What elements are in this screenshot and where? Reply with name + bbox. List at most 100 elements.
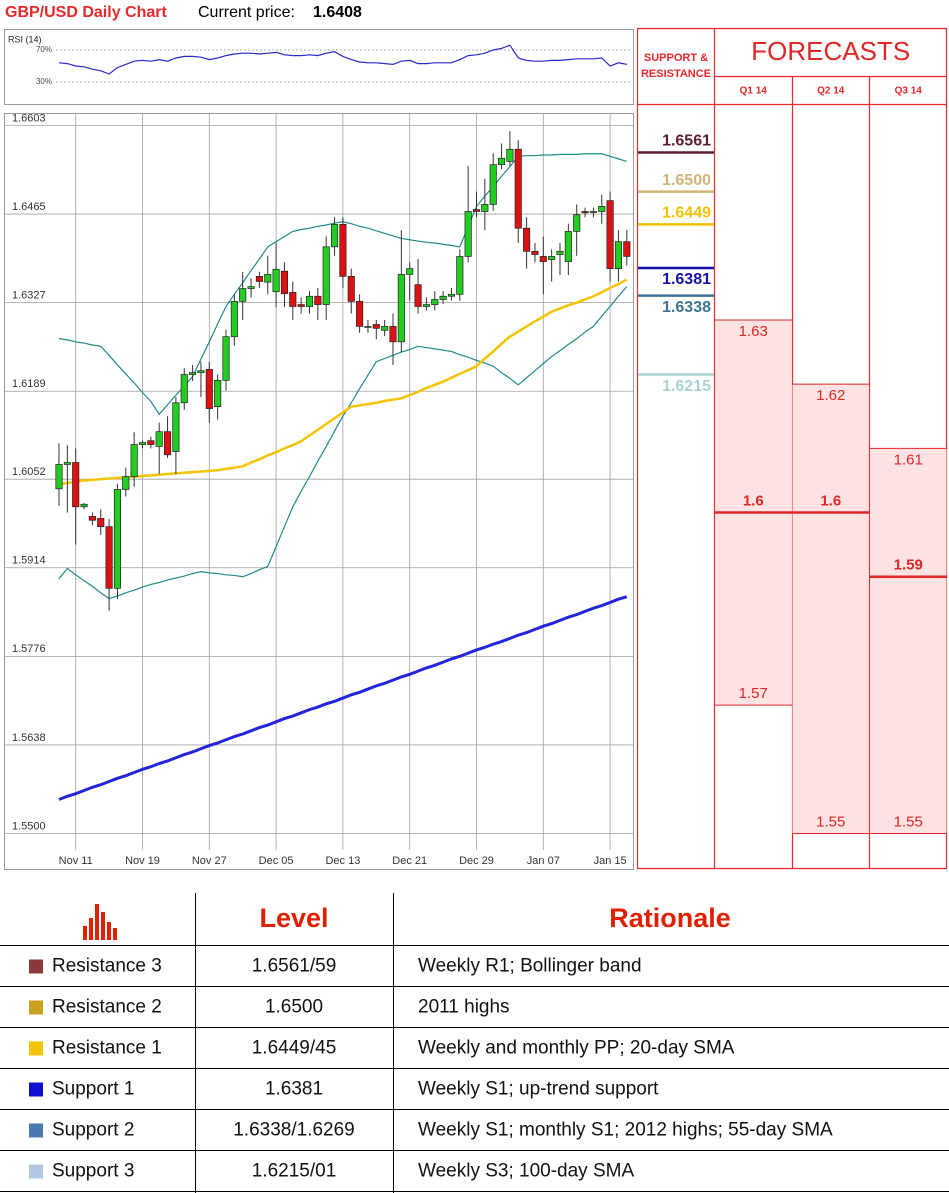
forecast-low-label: 1.57 xyxy=(739,685,768,702)
price-frame xyxy=(4,113,634,870)
row-name: Support 1 xyxy=(52,1079,134,1100)
forecast-low-label: 1.55 xyxy=(816,813,845,830)
row-name: Support 2 xyxy=(52,1120,134,1141)
candle-body xyxy=(431,299,439,305)
forecast-high-label: 1.62 xyxy=(816,387,845,404)
row-rationale: Weekly S1; monthly S1; 2012 highs; 55-da… xyxy=(418,1120,833,1141)
forecast-low-label: 1.55 xyxy=(894,813,923,830)
level-label: 1.6449 xyxy=(662,205,711,222)
candle-body xyxy=(97,517,105,528)
candle-body xyxy=(339,224,347,277)
forecast-median-label: 1.59 xyxy=(894,557,923,574)
candle-body xyxy=(573,214,581,232)
candle-body xyxy=(247,286,255,289)
candle-body xyxy=(498,157,506,166)
rsi-line xyxy=(58,44,627,75)
x-tick-label: Dec 05 xyxy=(259,855,294,867)
row-rationale: Weekly and monthly PP; 20-day SMA xyxy=(418,1038,735,1059)
overlay-line xyxy=(58,595,628,801)
candle-body xyxy=(381,326,389,331)
x-tick-label: Dec 13 xyxy=(325,855,360,867)
candle-body xyxy=(606,200,614,269)
candle-body xyxy=(280,270,289,295)
candle-body xyxy=(531,250,539,255)
rsi-tick-label: 70% xyxy=(36,45,52,54)
candle-body xyxy=(122,476,130,490)
candle-body xyxy=(414,284,422,307)
candle-body xyxy=(63,462,71,465)
candle-body xyxy=(372,324,380,329)
row-rationale: Weekly S1; up-trend support xyxy=(418,1079,659,1100)
overlay-line xyxy=(58,286,628,600)
candle-body xyxy=(481,204,489,212)
level-label: 1.6215 xyxy=(662,378,711,395)
row-swatch xyxy=(29,1164,43,1179)
row-name: Support 3 xyxy=(52,1161,134,1182)
candle-body xyxy=(439,295,447,300)
candle-body xyxy=(138,442,147,445)
candle-body xyxy=(272,268,280,293)
candle-body xyxy=(598,206,606,212)
candle-body xyxy=(514,148,522,229)
row-name: Resistance 2 xyxy=(52,997,162,1018)
candle-body xyxy=(239,288,247,302)
candle-body xyxy=(314,295,322,305)
row-level: 1.6500 xyxy=(265,997,323,1018)
forecast-high-label: 1.63 xyxy=(739,323,768,340)
candle-body xyxy=(489,164,497,205)
forecast-median-label: 1.6 xyxy=(820,493,841,510)
y-tick-label: 1.6327 xyxy=(12,290,46,302)
candle-body xyxy=(523,227,531,252)
row-rationale: 2011 highs xyxy=(418,997,510,1018)
y-tick-label: 1.5638 xyxy=(12,732,46,744)
table-header: Rationale xyxy=(609,903,731,933)
candle-body xyxy=(230,301,238,338)
candle-body xyxy=(548,256,556,261)
candle-body xyxy=(397,274,405,343)
quarter-label: Q2 14 xyxy=(817,86,845,97)
candle-body xyxy=(422,304,430,307)
row-name: Resistance 3 xyxy=(52,956,162,977)
x-tick-label: Dec 21 xyxy=(392,855,427,867)
y-tick-label: 1.6189 xyxy=(12,378,46,390)
row-swatch xyxy=(29,1123,43,1138)
level-label: 1.6500 xyxy=(662,172,711,189)
candle-body xyxy=(331,224,339,248)
candle-body xyxy=(164,431,172,456)
candle-body xyxy=(389,326,397,343)
candle-body xyxy=(155,431,163,447)
table-lines xyxy=(0,893,949,1193)
row-swatch xyxy=(29,1000,43,1015)
candle-body xyxy=(456,256,464,295)
row-level: 1.6381 xyxy=(265,1079,323,1100)
candle-body xyxy=(264,274,272,283)
sr-title: SUPPORT & RESISTANCE xyxy=(640,52,712,80)
title: GBP/USD Daily Chart xyxy=(5,4,167,21)
row-rationale: Weekly S3; 100-day SMA xyxy=(418,1161,634,1182)
candle-body xyxy=(539,256,547,262)
overlay-line xyxy=(58,278,628,486)
candle-body xyxy=(189,372,197,375)
row-swatch xyxy=(29,1082,43,1097)
candle-body xyxy=(347,275,355,302)
x-tick-label: Nov 11 xyxy=(59,855,93,867)
row-level: 1.6449/45 xyxy=(252,1038,337,1059)
candle-body xyxy=(364,326,372,328)
row-level: 1.6561/59 xyxy=(252,956,337,977)
forecast-range xyxy=(870,448,947,834)
forecast-median-label: 1.6 xyxy=(743,493,764,510)
price-value: 1.6408 xyxy=(313,4,362,21)
x-tick-label: Nov 19 xyxy=(125,855,160,867)
table-header: Level xyxy=(259,903,328,933)
level-label: 1.6381 xyxy=(662,271,711,288)
candle-body xyxy=(406,268,414,275)
x-tick-label: Jan 15 xyxy=(594,855,627,867)
candle-body xyxy=(322,246,330,305)
candle-body xyxy=(88,516,96,521)
candle-body xyxy=(72,462,80,508)
candle-body xyxy=(105,526,113,589)
candle-body xyxy=(614,241,623,269)
candle-body xyxy=(197,370,205,373)
candle-body xyxy=(506,148,514,162)
